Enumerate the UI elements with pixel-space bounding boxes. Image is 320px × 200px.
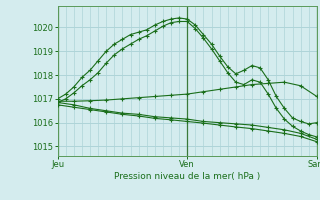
X-axis label: Pression niveau de la mer( hPa ): Pression niveau de la mer( hPa ) xyxy=(114,172,260,181)
